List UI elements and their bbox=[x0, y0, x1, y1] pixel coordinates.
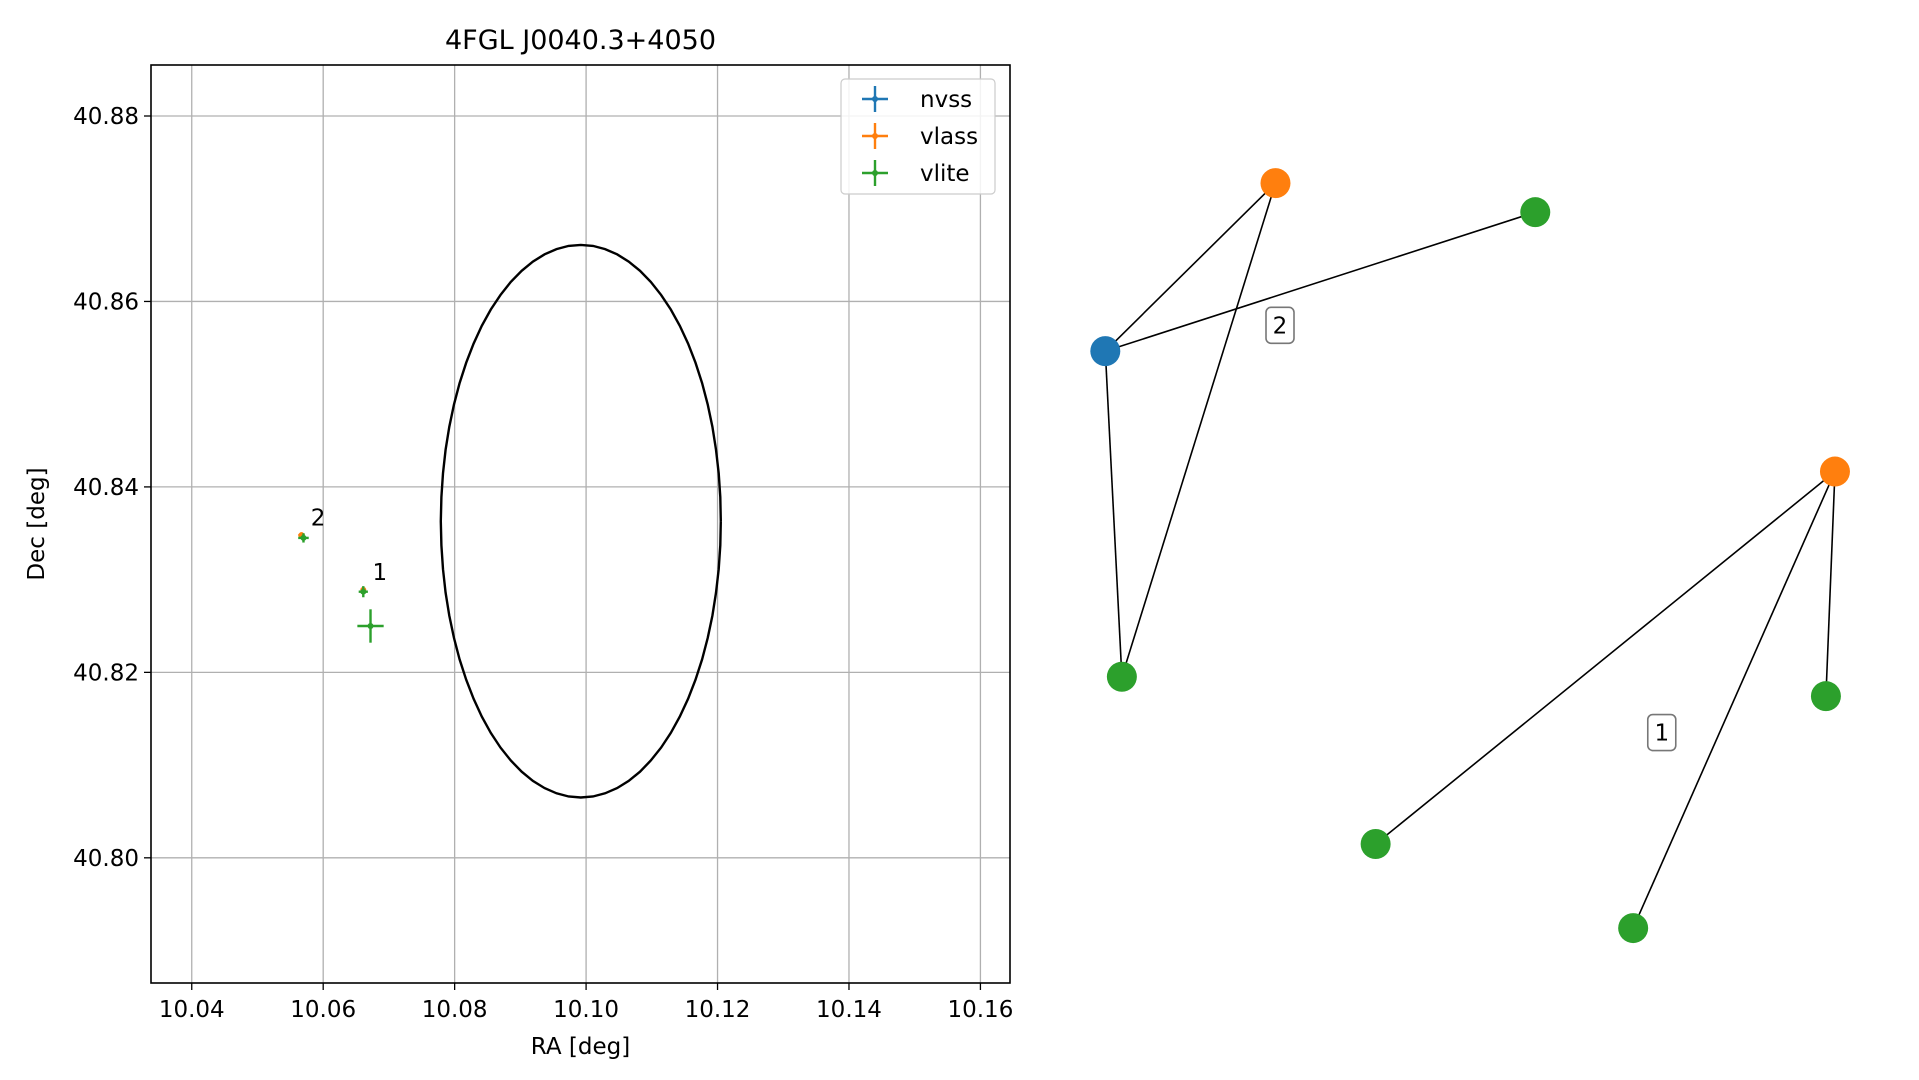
network-edge bbox=[1104, 182, 1277, 352]
network-node-nvss bbox=[1090, 336, 1121, 367]
legend-label: vlass bbox=[920, 124, 978, 150]
network-nodes bbox=[1090, 168, 1850, 944]
x-tick-label: 10.16 bbox=[947, 997, 1013, 1023]
x-tick-label: 10.12 bbox=[685, 997, 751, 1023]
vlite-point bbox=[358, 586, 368, 598]
scatter-panel: 21 10.04 10.06 10.08 10.10 10.12 10.14 10.16 4… bbox=[24, 25, 1013, 1060]
legend-label: vlite bbox=[920, 161, 970, 187]
network-node-vlite bbox=[1810, 681, 1841, 712]
point-annotation: 1 bbox=[373, 560, 388, 586]
network-node-vlite bbox=[1618, 913, 1649, 944]
legend-box bbox=[840, 78, 996, 195]
y-tick-label: 40.82 bbox=[73, 660, 139, 686]
localization-ellipse-layer bbox=[439, 243, 722, 799]
network-group-labels: 21 bbox=[1265, 306, 1677, 752]
x-tick-label: 10.14 bbox=[816, 997, 882, 1023]
legend-item-vlite: vlite bbox=[862, 160, 970, 187]
legend-items: nvss vlass vlite bbox=[862, 86, 978, 187]
group-label: 1 bbox=[1646, 713, 1677, 752]
x-axis-label: RA [deg] bbox=[531, 1034, 630, 1060]
network-node-vlite bbox=[1520, 197, 1551, 228]
grid-lines bbox=[151, 65, 1010, 983]
point-annotations: 21 bbox=[311, 505, 387, 586]
x-tick-label: 10.06 bbox=[290, 997, 356, 1023]
group-label-text: 2 bbox=[1273, 313, 1288, 339]
network-panel: 21 bbox=[1090, 168, 1850, 944]
x-tick-label: 10.10 bbox=[553, 997, 619, 1023]
point-annotation: 2 bbox=[311, 505, 326, 531]
group-label-text: 1 bbox=[1654, 721, 1669, 747]
network-edge bbox=[1121, 182, 1277, 678]
network-edge bbox=[1105, 211, 1536, 352]
vlite-point bbox=[357, 609, 384, 643]
x-tick-label: 10.04 bbox=[159, 997, 225, 1023]
x-axis-ticks: 10.04 10.06 10.08 10.10 10.12 10.14 10.16 bbox=[159, 983, 1013, 1023]
network-node-vlite bbox=[1106, 661, 1137, 692]
plot-frame bbox=[150, 64, 1011, 984]
localization-ellipse bbox=[439, 243, 722, 799]
legend: nvss vlass vlite bbox=[840, 78, 996, 195]
y-tick-label: 40.80 bbox=[73, 846, 139, 872]
y-axis-ticks: 40.80 40.82 40.84 40.86 40.88 bbox=[73, 104, 151, 872]
network-edge bbox=[1104, 351, 1123, 677]
network-node-vlass bbox=[1260, 168, 1291, 199]
group-label: 2 bbox=[1265, 306, 1295, 345]
x-tick-label: 10.08 bbox=[422, 997, 488, 1023]
y-tick-label: 40.88 bbox=[73, 104, 139, 130]
legend-label: nvss bbox=[920, 87, 972, 113]
scatter-points bbox=[298, 532, 384, 643]
network-node-vlass bbox=[1819, 456, 1850, 487]
y-tick-label: 40.86 bbox=[73, 289, 139, 315]
network-edge bbox=[1375, 470, 1836, 845]
legend-item-vlass: vlass bbox=[862, 123, 978, 150]
y-axis-label: Dec [deg] bbox=[24, 467, 50, 580]
network-edge bbox=[1632, 471, 1836, 929]
network-node-vlite bbox=[1360, 829, 1391, 860]
network-edge bbox=[1825, 471, 1836, 697]
vlite-point bbox=[298, 533, 309, 543]
network-edges bbox=[1104, 182, 1836, 929]
legend-item-nvss: nvss bbox=[862, 86, 972, 113]
chart-title: 4FGL J0040.3+4050 bbox=[445, 25, 716, 56]
y-tick-label: 40.84 bbox=[73, 475, 139, 501]
